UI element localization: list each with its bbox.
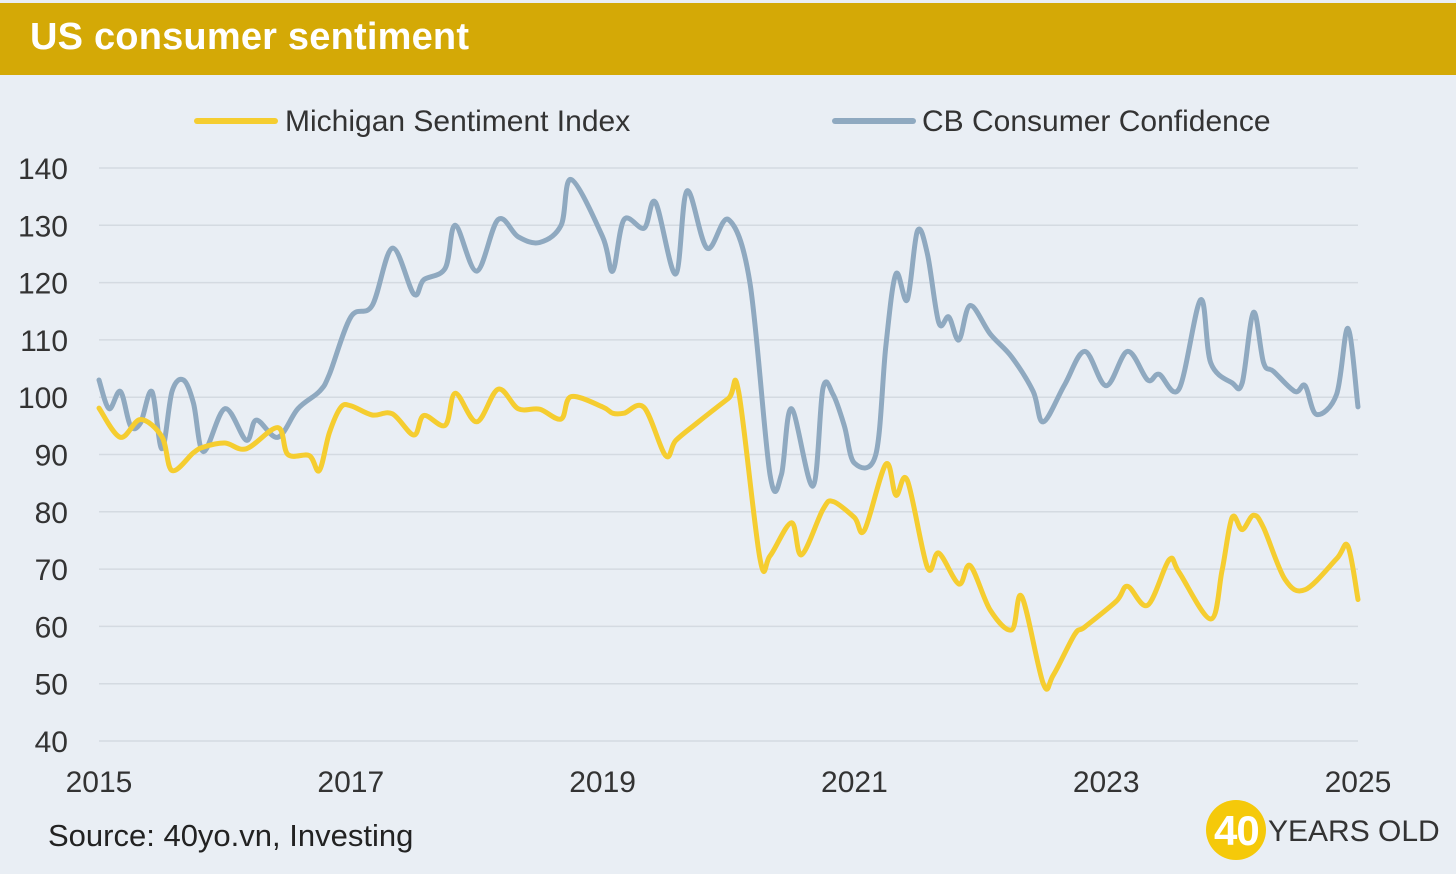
y-tick-label: 50 [35,669,68,702]
y-tick-label: 100 [18,382,68,415]
x-tick-label: 2019 [569,766,636,799]
y-tick-label: 70 [35,554,68,587]
x-tick-label: 2025 [1325,766,1392,799]
legend-label: Michigan Sentiment Index [285,105,630,138]
y-axis-ticks: 40 50 60 70 80 90 100 110 120 130 140 [18,153,68,759]
logo-circle-icon [1206,800,1266,860]
x-tick-label: 2017 [317,766,384,799]
y-tick-label: 40 [35,726,68,759]
x-tick-label: 2023 [1073,766,1140,799]
series-lines [96,176,1361,692]
y-tick-label: 60 [35,611,68,644]
logo-number: 40 [1214,807,1260,854]
title-bar [0,3,1456,75]
legend-label: CB Consumer Confidence [922,105,1271,138]
source-note: Source: 40yo.vn, Investing [48,818,414,853]
y-tick-label: 140 [18,153,68,186]
y-tick-label: 90 [35,440,68,473]
x-axis-ticks: 2015 2017 2019 2021 2023 2025 [66,766,1392,799]
x-tick-label: 2015 [66,766,133,799]
y-tick-label: 120 [18,268,68,301]
y-tick-label: 80 [35,497,68,530]
legend: Michigan Sentiment Index CB Consumer Conf… [194,105,1271,138]
chart-title: US consumer sentiment [30,16,470,58]
y-tick-label: 130 [18,210,68,243]
x-tick-label: 2021 [821,766,888,799]
series-line-cb-consumer-confidence [96,176,1361,494]
logo: 40 YEARS OLD [1206,798,1456,864]
logo-text: YEARS OLD [1268,815,1440,848]
y-tick-label: 110 [20,325,68,358]
series-line-michigan-sentiment-index [96,377,1361,692]
